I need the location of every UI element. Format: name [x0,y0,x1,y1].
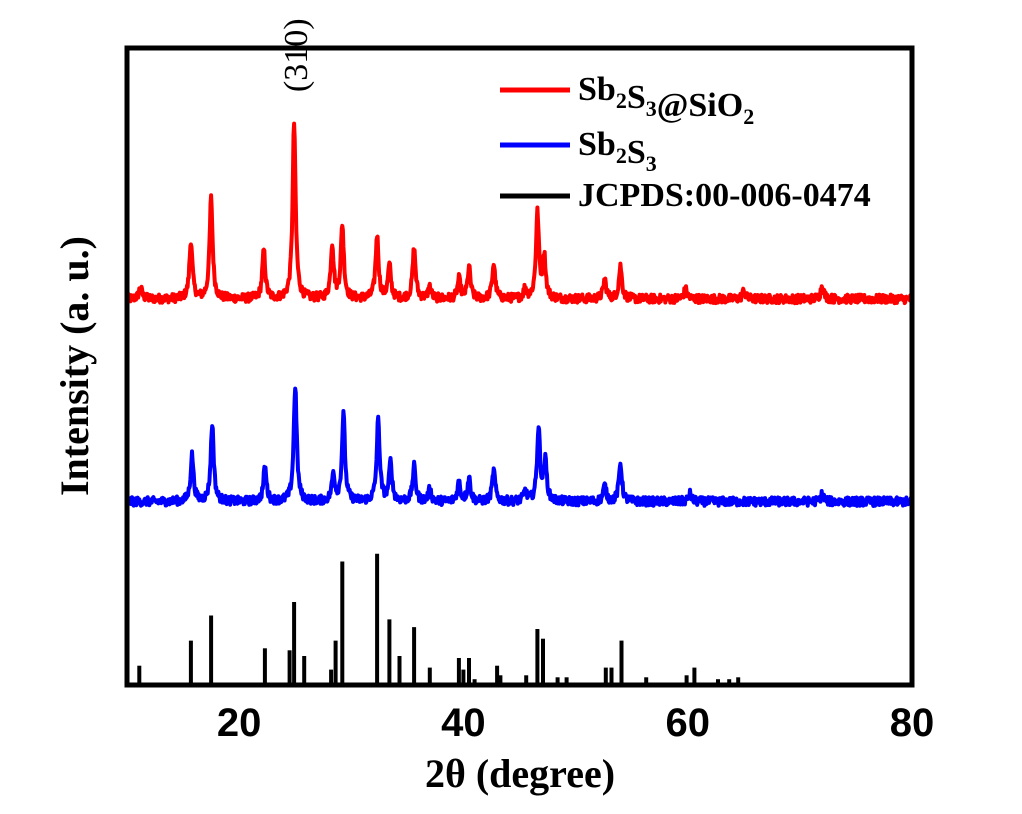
y-axis-title: Intensity (a. u.) [52,236,97,496]
peak-annotation-310: (310) [278,18,315,92]
series-1 [125,385,914,508]
series-line [125,386,914,508]
x-tick-label: 60 [665,701,710,745]
series-0 [125,121,914,306]
series-2 [137,553,741,685]
x-tick-label: 80 [890,701,935,745]
plot-frame [124,45,915,688]
legend-label: Sb2S3 [578,126,657,176]
legend-label: Sb2S3@SiO2 [578,71,754,129]
x-tick-label: 20 [217,701,262,745]
legend-label: JCPDS:00-006-0474 [578,177,871,214]
x-axis-title: 2θ (degree) [425,751,615,796]
series-layer [125,121,914,685]
series-line [125,121,914,306]
x-tick-label: 40 [441,701,486,745]
x-tick-labels: 20 40 60 80 [217,701,934,745]
